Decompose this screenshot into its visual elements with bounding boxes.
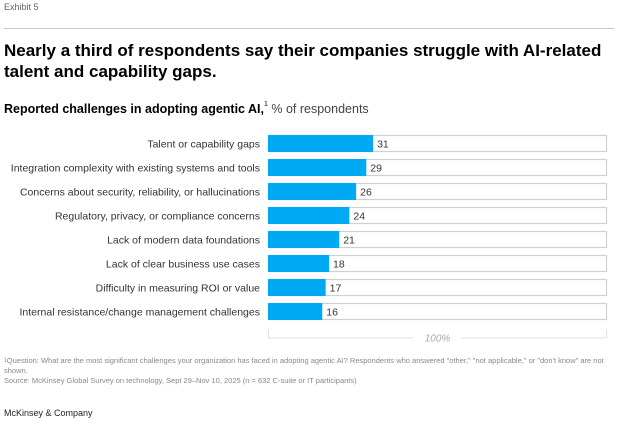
category-label: Regulatory, privacy, or compliance conce… (55, 211, 260, 223)
chart-subtitle: Reported challenges in adopting agentic … (4, 101, 369, 116)
category-label: Difficulty in measuring ROI or value (96, 283, 261, 295)
footnote-question: 1Question: What are the most significant… (4, 356, 616, 376)
chart-subtitle-bold: Reported challenges in adopting agentic … (4, 102, 264, 116)
category-label: Lack of modern data foundations (107, 235, 260, 247)
footnotes: 1Question: What are the most significant… (4, 356, 616, 386)
chart-unit: % of respondents (267, 102, 369, 116)
bar (268, 207, 350, 224)
category-label: Integration complexity with existing sys… (11, 163, 260, 175)
category-label: Internal resistance/change management ch… (20, 307, 261, 319)
footnote-question-text: Question: What are the most significant … (4, 356, 604, 375)
category-label: Lack of clear business use cases (106, 259, 260, 271)
bar (268, 183, 357, 200)
data-label: 29 (370, 163, 382, 175)
exhibit-label: Exhibit 5 (4, 2, 39, 12)
data-label: 24 (353, 211, 365, 223)
scale-label: 100% (425, 334, 451, 345)
brand-logo-text: McKinsey & Company (4, 408, 93, 418)
bar (268, 255, 330, 272)
bar (268, 159, 367, 176)
footnote-question-marker: 1 (4, 358, 7, 364)
bar (268, 303, 323, 320)
data-label: 18 (333, 259, 345, 271)
header-divider (4, 28, 614, 29)
headline: Nearly a third of respondents say their … (4, 41, 602, 81)
bar (268, 231, 340, 248)
bar (268, 279, 326, 296)
bar-chart: Talent or capability gaps 31 Integration c… (11, 134, 608, 345)
data-label: 16 (326, 307, 338, 319)
data-label: 17 (330, 283, 342, 295)
category-label: Concerns about security, reliability, or… (20, 187, 260, 199)
bar (268, 135, 374, 152)
footnote-marker: 1 (264, 101, 268, 108)
data-label: 26 (360, 187, 372, 199)
data-label: 31 (377, 139, 389, 151)
category-label: Talent or capability gaps (147, 139, 260, 151)
footnote-source: Source: McKinsey Global Survey on techno… (4, 376, 357, 385)
data-label: 21 (343, 235, 355, 247)
